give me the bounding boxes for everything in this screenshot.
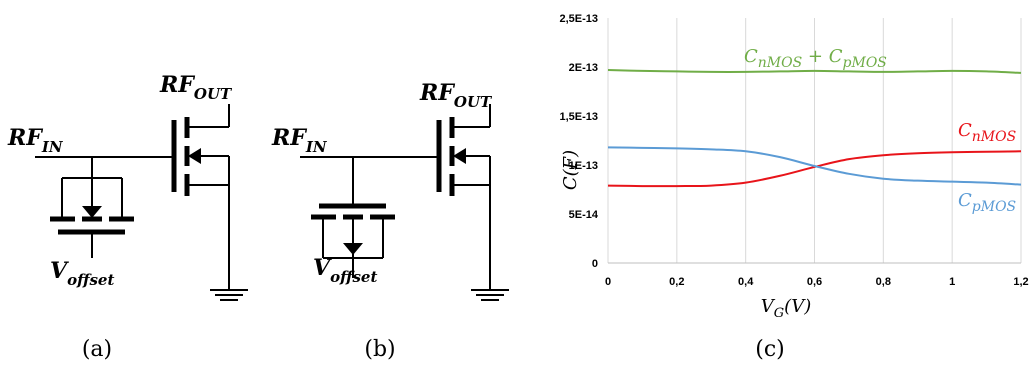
series-label-nmos: CnMOS	[958, 120, 1016, 145]
y-tick-label: 2,5E-13	[559, 13, 598, 25]
rf-in-label: RFIN	[271, 125, 328, 156]
x-tick-labels: 0 0,2 0,4 0,6 0,8 1 1,2	[605, 276, 1029, 288]
y-tick-label: 1E-13	[569, 160, 598, 172]
series-line-sum	[607, 68, 1022, 74]
caption-b: (b)	[364, 337, 395, 362]
arrow-icon	[82, 206, 102, 218]
caption-c: (c)	[755, 337, 785, 362]
capacitance-chart: 0 5E-14 1E-13 1,5E-13 2E-13 2,5E-13 0 0,2 0,4 0,…	[559, 13, 1028, 362]
y-axis-label: C(F)	[560, 150, 581, 190]
x-tick-label: 0,8	[876, 276, 891, 288]
series-label-sum: CnMOS + CpMOS	[744, 46, 887, 71]
x-tick-label: 1	[949, 276, 955, 288]
ground-icon	[471, 289, 509, 301]
v-offset-label: Voffset	[313, 255, 377, 286]
y-tick-label: 2E-13	[569, 62, 598, 74]
y-tick-label: 0	[592, 258, 598, 270]
x-tick-label: 0	[605, 276, 611, 288]
y-tick-label: 5E-14	[569, 209, 599, 221]
x-tick-label: 0,6	[807, 276, 822, 288]
x-tick-label: 0,4	[738, 276, 754, 288]
chart-grid	[607, 18, 1022, 264]
chart-series	[607, 68, 1022, 188]
arrow-icon	[453, 148, 466, 164]
v-offset-label: Voffset	[50, 258, 114, 289]
series-label-pmos: CpMOS	[958, 190, 1016, 215]
rf-in-label: RFIN	[7, 125, 64, 156]
caption-a: (a)	[82, 337, 112, 362]
ground-icon	[210, 289, 248, 301]
x-tick-label: 1,2	[1013, 276, 1028, 288]
y-tick-label: 1,5E-13	[559, 111, 598, 123]
circuit-b: RFOUT RFIN Voffset (b)	[271, 80, 509, 362]
x-axis-label: VG(V)	[761, 296, 811, 321]
arrow-icon	[188, 148, 201, 164]
series-line-pmos	[607, 146, 1022, 186]
rf-out-label: RFOUT	[419, 80, 493, 111]
circuit-a: RFOUT RFIN Voffset (a)	[7, 72, 248, 362]
x-tick-label: 0,2	[669, 276, 684, 288]
arrow-icon	[343, 243, 363, 255]
rf-out-label: RFOUT	[159, 72, 233, 103]
y-tick-labels: 0 5E-14 1E-13 1,5E-13 2E-13 2,5E-13	[559, 13, 598, 270]
